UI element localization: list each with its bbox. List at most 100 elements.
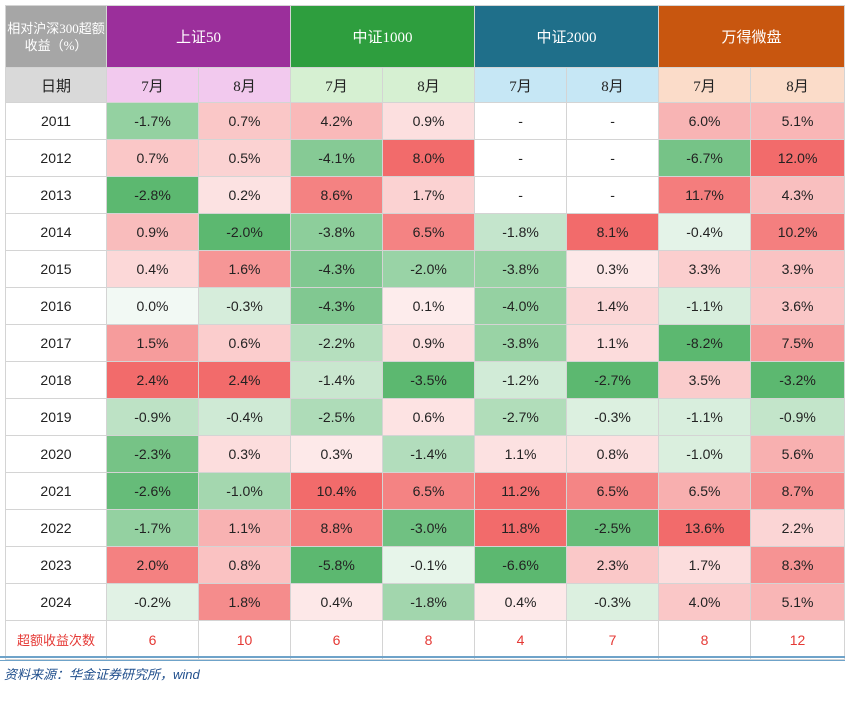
count-cell: 10 [197,620,292,660]
value-cell: 0.8% [197,546,292,584]
group-header-zz1000: 中证1000 [290,5,476,68]
value-cell: 1.7% [658,546,752,584]
value-cell: - [474,102,568,140]
value-cell: 0.4% [106,250,199,288]
table-row: 2013 -2.8% 0.2% 8.6% 1.7% - -11.7% 4.3% [5,176,845,214]
table-row: 2016 0.0% -0.3% -4.3% 0.1% -4.0% 1.4% -1.1% 3.6% [5,287,845,325]
value-cell: 2.0% [106,546,199,584]
year-cell: 2014 [5,213,107,251]
count-cell: 7 [566,620,660,660]
value-cell: 0.3% [566,250,660,288]
value-cell: 6.5% [658,472,752,510]
value-cell: 7.5% [750,324,845,362]
year-cell: 2022 [5,509,107,547]
table-row: 2015 0.4% 1.6% -4.3% -2.0% -3.8% 0.3% 3.3% 3.9% [5,250,845,288]
value-cell: 10.4% [290,472,384,510]
value-cell: 3.9% [750,250,845,288]
value-cell: - [474,176,568,214]
value-cell: -2.0% [197,213,292,251]
value-cell: 8.1% [566,213,660,251]
value-cell: 0.5% [197,139,292,177]
count-row-label: 超额收益次数 [5,620,107,660]
value-cell: 0.3% [290,435,384,473]
value-cell: -3.8% [474,250,568,288]
month-header: 7月 [658,67,752,103]
date-header: 日期 [5,67,107,103]
value-cell: -2.7% [566,361,660,399]
month-header: 8月 [382,67,476,103]
value-cell: 8.8% [290,509,384,547]
month-header: 8月 [197,67,292,103]
month-header: 7月 [106,67,199,103]
year-cell: 2021 [5,472,107,510]
value-cell: 3.5% [658,361,752,399]
corner-label: 相对沪深300超额收益（%） [5,5,107,68]
value-cell: 1.6% [197,250,292,288]
value-cell: -6.7% [658,139,752,177]
value-cell: -4.3% [290,250,384,288]
value-cell: 1.1% [474,435,568,473]
count-cell: 12 [750,620,845,660]
value-cell: 6.5% [382,213,476,251]
value-cell: -0.9% [106,398,199,436]
value-cell: 8.0% [382,139,476,177]
value-cell: 0.6% [382,398,476,436]
table-row: 2018 2.4% 2.4% -1.4% -3.5% -1.2% -2.7% 3.5% -3.2… [5,361,845,399]
count-cell: 6 [290,620,384,660]
value-cell: 8.3% [750,546,845,584]
value-cell: -2.7% [474,398,568,436]
value-cell: 5.1% [750,102,845,140]
table-row: 2019 -0.9% -0.4% -2.5% 0.6% -2.7% -0.3% -1.1% -0… [5,398,845,436]
value-cell: -2.5% [566,509,660,547]
value-cell: -0.3% [197,287,292,325]
excess-count-row: 超额收益次数 6 10 6 8 4 7 8 12 [5,620,845,660]
table-row: 2014 0.9% -2.0% -3.8% 6.5% -1.8% 8.1% -0.4% 10.2… [5,213,845,251]
value-cell: 0.3% [197,435,292,473]
value-cell: -3.8% [290,213,384,251]
value-cell: 5.6% [750,435,845,473]
value-cell: 4.3% [750,176,845,214]
value-cell: - [566,139,660,177]
value-cell: 8.7% [750,472,845,510]
table-row: 2021 -2.6% -1.0% 10.4% 6.5% 11.2% 6.5% 6.5% 8.7% [5,472,845,510]
value-cell: - [566,102,660,140]
value-cell: -0.2% [106,583,199,621]
year-cell: 2011 [5,102,107,140]
value-cell: -0.9% [750,398,845,436]
year-cell: 2018 [5,361,107,399]
value-cell: - [566,176,660,214]
value-cell: 0.4% [290,583,384,621]
value-cell: -1.7% [106,102,199,140]
value-cell: 4.2% [290,102,384,140]
value-cell: -1.4% [382,435,476,473]
value-cell: 0.7% [106,139,199,177]
source-divider-thin [0,660,845,661]
value-cell: 3.3% [658,250,752,288]
value-cell: 11.8% [474,509,568,547]
value-cell: -1.8% [382,583,476,621]
value-cell: 0.9% [382,102,476,140]
month-header: 7月 [290,67,384,103]
value-cell: 0.6% [197,324,292,362]
month-header: 8月 [566,67,660,103]
value-cell: 5.1% [750,583,845,621]
year-cell: 2015 [5,250,107,288]
value-cell: 12.0% [750,139,845,177]
value-cell: 3.6% [750,287,845,325]
group-header-row: 相对沪深300超额收益（%） 上证50 中证1000 中证2000 万得微盘 [5,5,845,68]
value-cell: -0.3% [566,398,660,436]
year-cell: 2023 [5,546,107,584]
count-cell: 6 [106,620,199,660]
value-cell: -1.0% [658,435,752,473]
year-cell: 2024 [5,583,107,621]
value-cell: 4.0% [658,583,752,621]
year-cell: 2013 [5,176,107,214]
value-cell: 6.5% [382,472,476,510]
count-cell: 8 [382,620,476,660]
value-cell: 8.6% [290,176,384,214]
value-cell: 1.1% [566,324,660,362]
value-cell: -8.2% [658,324,752,362]
value-cell: 0.2% [197,176,292,214]
value-cell: -1.8% [474,213,568,251]
value-cell: 1.1% [197,509,292,547]
